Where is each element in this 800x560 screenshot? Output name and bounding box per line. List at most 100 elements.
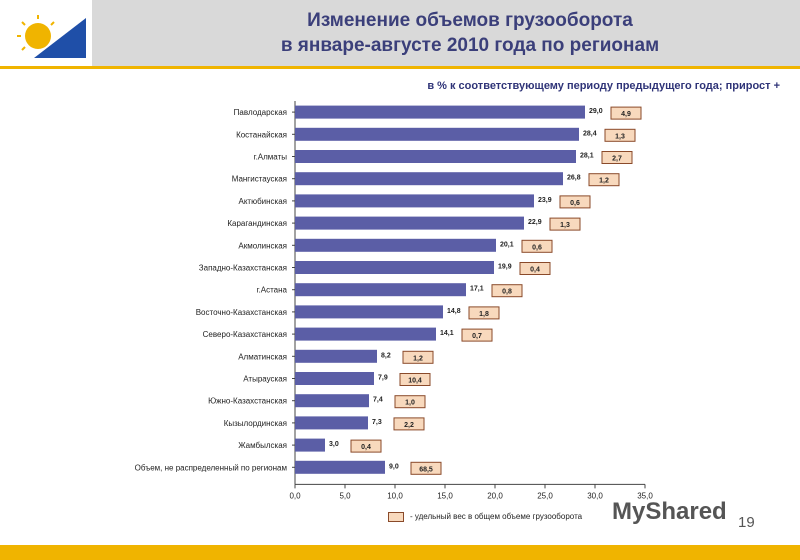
share-box xyxy=(610,106,642,120)
share-label: 2,7 xyxy=(612,156,622,163)
category-label: Кызылординская xyxy=(224,419,287,428)
share-box xyxy=(559,195,591,209)
x-tick-label: 25,0 xyxy=(537,491,553,500)
bar xyxy=(295,460,385,474)
category-label: г.Астана xyxy=(257,286,288,295)
bar xyxy=(295,438,325,452)
share-box xyxy=(468,306,500,320)
category-label: г.Алматы xyxy=(254,153,288,162)
value-label: 28,4 xyxy=(583,130,597,137)
category-label: Актюбинская xyxy=(238,197,287,206)
value-label: 17,1 xyxy=(470,286,484,293)
bar xyxy=(295,416,368,430)
logo-area xyxy=(0,0,92,68)
share-label: 0,6 xyxy=(532,244,542,251)
header-divider xyxy=(0,66,800,69)
bar xyxy=(295,372,374,385)
share-box xyxy=(604,128,636,142)
x-tick-label: 20,0 xyxy=(487,491,503,500)
bar xyxy=(295,261,494,274)
x-tick-label: 30,0 xyxy=(587,491,603,500)
category-label: Западно-Казахстанская xyxy=(199,264,287,273)
bar xyxy=(295,150,576,163)
value-label: 26,8 xyxy=(567,175,581,182)
x-tick-label: 10,0 xyxy=(387,491,403,500)
share-box xyxy=(393,417,425,431)
logo-icon xyxy=(17,15,86,58)
value-label: 20,1 xyxy=(500,241,514,248)
share-box xyxy=(521,239,553,253)
category-label: Северо-Казахстанская xyxy=(203,330,287,339)
bar xyxy=(295,349,377,363)
share-label: 10,4 xyxy=(408,378,422,385)
value-label: 7,9 xyxy=(378,375,388,382)
value-label: 8,2 xyxy=(381,352,391,359)
bar xyxy=(295,283,466,297)
value-label: 3,0 xyxy=(329,441,339,448)
share-label: 1,8 xyxy=(479,311,489,318)
share-label: 1,3 xyxy=(615,133,625,140)
value-label: 28,1 xyxy=(580,153,594,160)
value-label: 14,1 xyxy=(440,330,454,337)
share-box xyxy=(402,350,434,364)
category-label: Алматинская xyxy=(238,352,287,361)
category-label: Жамбылская xyxy=(238,441,287,450)
title-line-1: Изменение объемов грузооборота xyxy=(307,10,633,31)
category-label: Павлодарская xyxy=(234,108,287,117)
share-box xyxy=(601,151,633,164)
share-label: 68,5 xyxy=(419,466,433,473)
share-box xyxy=(519,262,551,275)
bar xyxy=(295,327,436,341)
share-label: 1,0 xyxy=(405,400,415,407)
value-label: 29,0 xyxy=(589,108,603,115)
x-tick-label: 35,0 xyxy=(637,491,653,500)
chart-subtitle: в % к соответствующему периоду предыдуще… xyxy=(427,80,780,92)
bar xyxy=(295,238,496,252)
legend: - удельный вес в общем объеме грузооборо… xyxy=(388,512,582,522)
value-label: 14,8 xyxy=(447,308,461,315)
category-label: Восточно-Казахстанская xyxy=(196,308,287,317)
share-label: 1,2 xyxy=(599,178,609,185)
category-label: Объем, не распределенный по регионам xyxy=(135,463,287,472)
bar xyxy=(295,394,369,408)
x-tick-label: 5,0 xyxy=(339,491,351,500)
bar xyxy=(295,305,443,319)
category-label: Акмолинская xyxy=(238,241,287,250)
share-box xyxy=(410,461,442,475)
share-label: 1,3 xyxy=(560,222,570,229)
value-label: 7,4 xyxy=(373,397,383,404)
bar xyxy=(295,172,563,186)
share-box xyxy=(491,284,523,298)
value-label: 23,9 xyxy=(538,197,552,204)
share-label: 0,6 xyxy=(570,200,580,207)
category-label: Атырауская xyxy=(243,375,287,384)
watermark: MyShared xyxy=(612,498,727,525)
category-label: Мангистауская xyxy=(232,175,287,184)
share-box xyxy=(549,217,581,231)
share-label: 4,9 xyxy=(621,111,631,118)
title-line-2: в январе-августе 2010 года по регионам xyxy=(280,35,660,56)
bar xyxy=(295,105,585,119)
category-label: Карагандинская xyxy=(227,219,287,228)
x-tick-label: 0,0 xyxy=(289,491,301,500)
bar xyxy=(295,194,534,208)
share-box xyxy=(350,439,382,453)
share-label: 2,2 xyxy=(404,422,414,429)
share-label: 1,2 xyxy=(413,355,423,362)
legend-label: - удельный вес в общем объеме грузооборо… xyxy=(410,512,583,522)
bar xyxy=(295,216,524,230)
footer-bar xyxy=(0,545,800,560)
header-bar xyxy=(0,0,800,68)
page-title: Изменение объемов грузооборота в январе-… xyxy=(160,8,780,58)
share-label: 0,4 xyxy=(530,267,540,274)
share-box xyxy=(461,328,493,342)
x-tick-label: 15,0 xyxy=(437,491,453,500)
share-box xyxy=(394,395,426,409)
share-label: 0,8 xyxy=(502,289,512,296)
value-label: 7,3 xyxy=(372,419,382,426)
category-label: Южно-Казахстанская xyxy=(208,397,287,406)
legend-swatch xyxy=(388,512,404,522)
share-label: 0,7 xyxy=(472,333,482,340)
value-label: 22,9 xyxy=(528,219,542,226)
